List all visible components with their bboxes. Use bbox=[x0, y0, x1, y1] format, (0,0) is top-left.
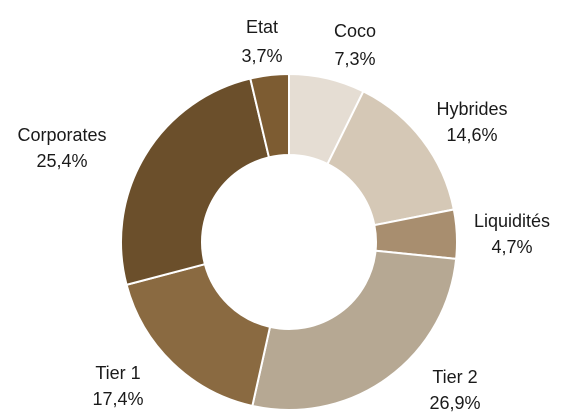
slice-value-label: 3,7% bbox=[241, 46, 282, 66]
slice-category-label: Hybrides bbox=[436, 99, 507, 119]
slice-category-label: Corporates bbox=[17, 125, 106, 145]
donut-slice bbox=[251, 249, 458, 411]
slice-value-label: 4,7% bbox=[491, 237, 532, 257]
slice-value-label: 17,4% bbox=[92, 389, 143, 409]
slice-category-label: Coco bbox=[334, 21, 376, 41]
slice-category-label: Etat bbox=[246, 17, 278, 37]
slice-value-label: 25,4% bbox=[36, 151, 87, 171]
donut-slice bbox=[249, 72, 290, 159]
slice-category-label: Tier 2 bbox=[432, 367, 477, 387]
slice-category-label: Tier 1 bbox=[95, 363, 140, 383]
donut-slice bbox=[125, 262, 272, 408]
donut-slice bbox=[120, 77, 271, 287]
slice-value-label: 7,3% bbox=[334, 49, 375, 69]
slice-value-label: 14,6% bbox=[446, 125, 497, 145]
slice-category-label: Liquidités bbox=[474, 211, 550, 231]
slice-value-label: 26,9% bbox=[429, 393, 480, 412]
